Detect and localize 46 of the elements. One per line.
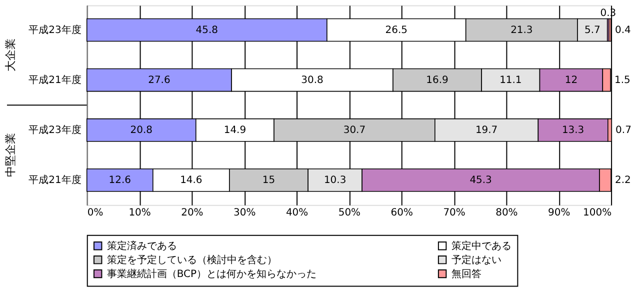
data-label: 45.3 bbox=[470, 175, 492, 186]
x-tick-label: 30% bbox=[234, 207, 256, 218]
data-label: 5.7 bbox=[584, 24, 600, 36]
legend-label: 予定はない bbox=[451, 254, 502, 266]
data-label: 12.6 bbox=[108, 175, 131, 186]
x-tick-label: 80% bbox=[496, 207, 518, 218]
data-label: 15 bbox=[262, 175, 276, 186]
y-tick-label: 平成21年度 bbox=[28, 74, 82, 86]
legend-label: 策定を予定している（検討中を含む） bbox=[106, 254, 277, 266]
legend-label: 事業継続計画（BCP）とは何かを知らなかった bbox=[106, 268, 316, 280]
data-label: 16.9 bbox=[426, 75, 448, 86]
data-label: 10.3 bbox=[324, 175, 346, 186]
data-label: 0.4 bbox=[615, 24, 631, 36]
data-label: 19.7 bbox=[475, 125, 498, 136]
data-label: 27.6 bbox=[148, 75, 170, 86]
data-label: 12 bbox=[564, 75, 578, 86]
text: 中堅企業 bbox=[4, 132, 17, 177]
x-tick-label: 100% bbox=[583, 207, 612, 218]
x-tick-label: 90% bbox=[548, 207, 570, 218]
data-label: 0.7 bbox=[616, 125, 632, 136]
data-label: 13.3 bbox=[562, 125, 584, 136]
data-label: 2.2 bbox=[615, 175, 631, 186]
x-tick-label: 0% bbox=[87, 207, 104, 218]
data-label: 30.7 bbox=[343, 125, 366, 136]
x-tick-label: 20% bbox=[181, 207, 204, 218]
x-tick-label: 10% bbox=[128, 207, 151, 218]
legend-label: 無回答 bbox=[451, 268, 482, 280]
data-label: 1.5 bbox=[614, 75, 630, 86]
y-tick-label: 平成23年度 bbox=[28, 124, 82, 136]
data-label: 20.8 bbox=[130, 125, 152, 136]
y-tick-label: 平成21年度 bbox=[28, 174, 82, 186]
x-tick-label: 60% bbox=[390, 207, 413, 218]
legend-label: 策定中である bbox=[451, 240, 512, 252]
text: 大企業 bbox=[4, 38, 17, 72]
x-tick-label: 40% bbox=[286, 207, 308, 218]
data-label: 14.9 bbox=[224, 125, 246, 136]
data-label: 21.3 bbox=[510, 24, 533, 36]
legend-label: 策定済みである bbox=[106, 240, 177, 252]
x-tick-label: 50% bbox=[338, 207, 361, 218]
data-label: 14.6 bbox=[180, 175, 202, 186]
data-label: 26.5 bbox=[385, 24, 408, 36]
x-tick-label: 70% bbox=[443, 207, 466, 218]
data-label: 45.8 bbox=[196, 24, 218, 36]
data-label: 30.8 bbox=[301, 75, 324, 86]
data-label: 11.1 bbox=[500, 75, 522, 86]
y-tick-label: 平成23年度 bbox=[28, 24, 82, 36]
